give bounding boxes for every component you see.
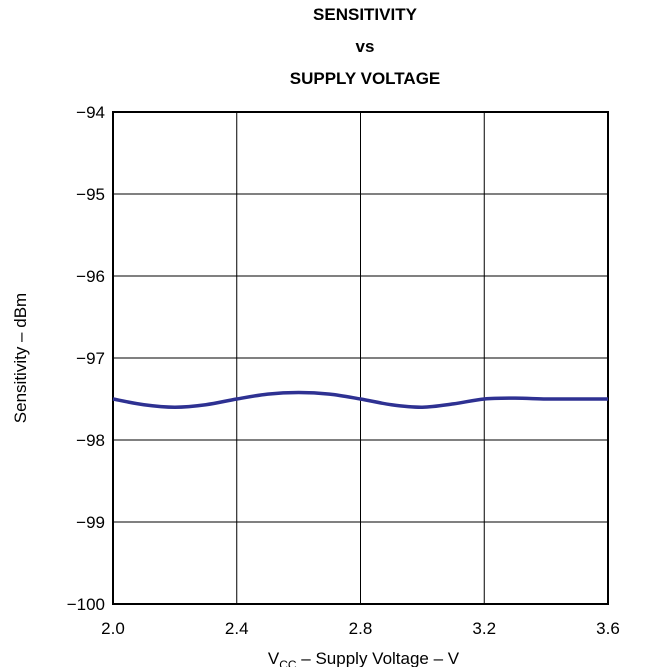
- series-group: [112, 390, 608, 409]
- y-tick-label: −99: [76, 513, 105, 532]
- y-tick-label: −100: [67, 595, 105, 614]
- y-tick-label: −98: [76, 431, 105, 450]
- x-axis-label-base: V: [268, 649, 280, 667]
- x-axis-label-rest: – Supply Voltage – V: [297, 649, 460, 667]
- x-axis-label-subscript: CC: [279, 658, 297, 667]
- y-tick-labels: −94 −95 −96 −97 −98 −99 −100: [67, 103, 105, 614]
- x-tick-label: 3.6: [596, 619, 620, 638]
- chart-title-line-1: SENSITIVITY: [313, 5, 417, 24]
- x-tick-label: 2.8: [349, 619, 373, 638]
- x-axis-label: VCC – Supply Voltage – V: [268, 649, 460, 667]
- x-tick-label: 3.2: [472, 619, 496, 638]
- y-tick-label: −95: [76, 185, 105, 204]
- x-tick-labels: 2.0 2.4 2.8 3.2 3.6: [101, 619, 620, 638]
- plot-frame: [112, 111, 609, 605]
- y-tick-label: −94: [76, 103, 105, 122]
- y-tick-label: −96: [76, 267, 105, 286]
- sensitivity-series-line: [112, 390, 608, 409]
- chart-title-line-2: vs: [355, 37, 375, 56]
- grid-lines: [113, 112, 608, 604]
- x-tick-label: 2.0: [101, 619, 125, 638]
- x-tick-label: 2.4: [225, 619, 249, 638]
- y-tick-label: −97: [76, 349, 105, 368]
- y-axis-label: Sensitivity – dBm: [11, 293, 30, 423]
- chart-title-line-3: SUPPLY VOLTAGE: [289, 69, 441, 88]
